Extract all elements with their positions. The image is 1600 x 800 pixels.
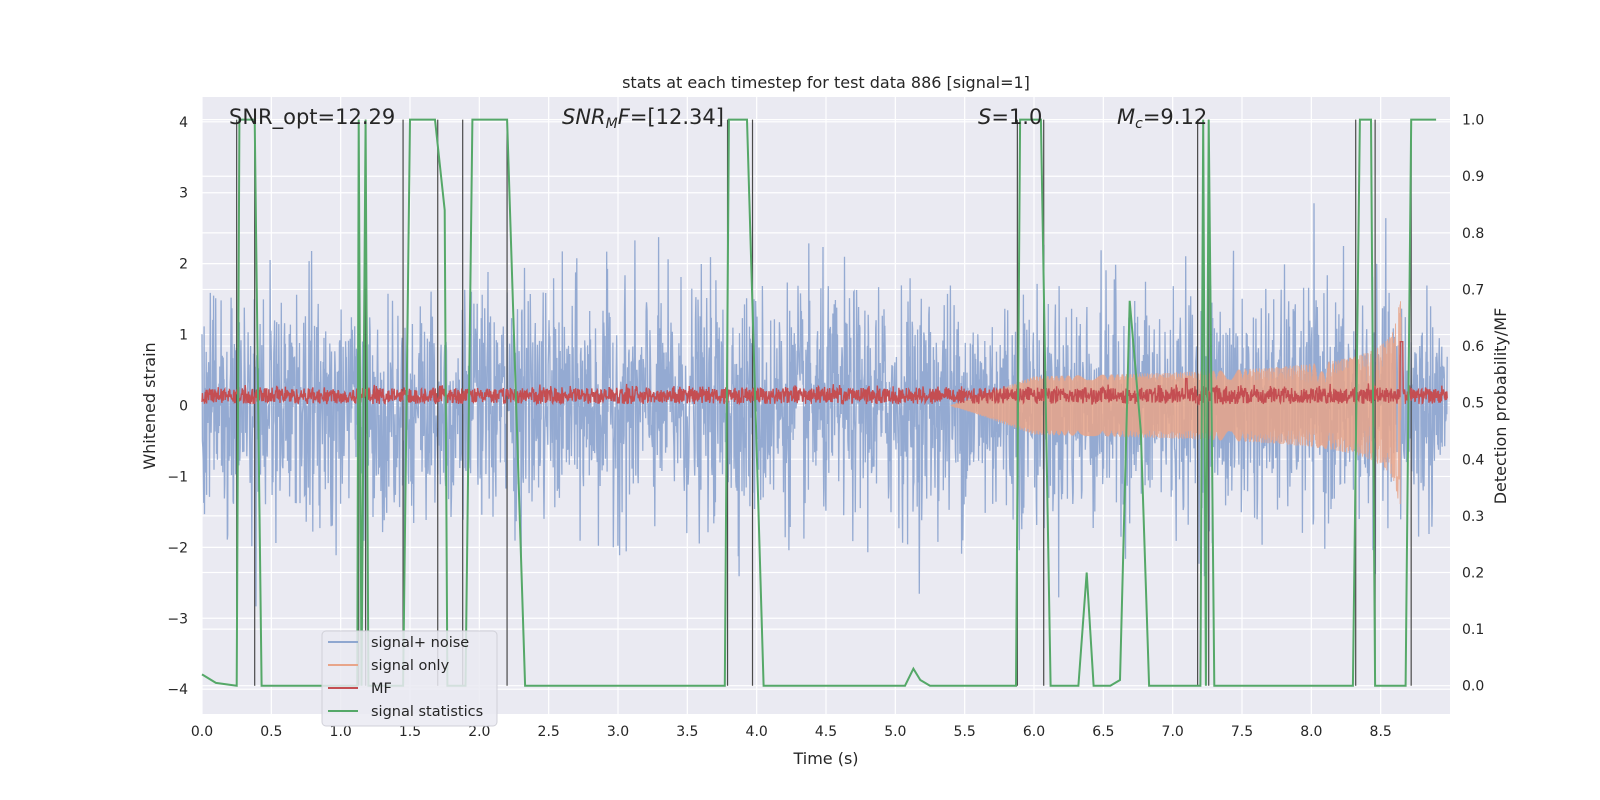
x-tick-label-15: 7.5 xyxy=(1231,724,1253,740)
annotation-mc-main: M xyxy=(1117,105,1135,129)
y2-tick-label-6: 0.4 xyxy=(1462,452,1484,468)
x-tick-label-14: 7.0 xyxy=(1162,724,1184,740)
legend-label-signal-statistics: signal statistics xyxy=(371,704,483,720)
x-tick-label-6: 3.0 xyxy=(607,724,629,740)
y-tick-label-6: −2 xyxy=(167,540,188,556)
y2-tick-label-0: 1.0 xyxy=(1462,113,1484,129)
legend-box xyxy=(321,630,498,727)
x-axis-ticks: 0.0 0.5 1.0 1.5 2.0 2.5 3.0 3.5 4.0 4.5 5.0 5.5 6.0 6… xyxy=(191,724,1392,740)
x-tick-label-9: 4.5 xyxy=(815,724,837,740)
y2-axis-ticks: 1.0 0.9 0.8 0.7 0.6 0.5 0.4 0.3 0.2 0.1 0.0 xyxy=(1462,113,1484,695)
y-tick-label-5: −1 xyxy=(167,469,188,485)
x-tick-label-3: 1.5 xyxy=(399,724,421,740)
series-signal-only xyxy=(950,301,1402,505)
y2-tick-label-10: 0.0 xyxy=(1462,679,1484,695)
annotation-snr-mf-main: SNR xyxy=(562,105,606,129)
y2-tick-label-4: 0.6 xyxy=(1462,339,1484,355)
annotation-s-main: S xyxy=(978,105,991,129)
annotation-snr-mf-tail: F xyxy=(618,105,631,129)
x-tick-label-5: 2.5 xyxy=(538,724,560,740)
y-tick-label-1: 3 xyxy=(179,186,188,202)
x-tick-label-12: 6.0 xyxy=(1023,724,1045,740)
x-tick-label-1: 0.5 xyxy=(260,724,282,740)
y2-tick-label-2: 0.8 xyxy=(1462,226,1484,242)
y-axis-ticks: 4 3 2 1 0 −1 −2 −3 −4 xyxy=(167,115,188,698)
x-tick-label-4: 2.0 xyxy=(468,724,490,740)
x-tick-label-16: 8.0 xyxy=(1300,724,1322,740)
annotation-mc: Mc=9.12 xyxy=(1117,105,1207,132)
x-tick-label-2: 1.0 xyxy=(330,724,352,740)
annotation-s: S=1.0 xyxy=(978,105,1042,129)
chart-title: stats at each timestep for test data 886… xyxy=(622,73,1030,92)
legend: signal+ noise signal only MF signal stat… xyxy=(321,630,498,727)
x-axis-label: Time (s) xyxy=(792,749,858,768)
x-tick-label-8: 4.0 xyxy=(746,724,768,740)
annotation-mc-value: =9.12 xyxy=(1143,105,1207,129)
series-signal-statistics xyxy=(201,118,1437,687)
y2-tick-label-7: 0.3 xyxy=(1462,509,1484,525)
y-tick-label-3: 1 xyxy=(179,328,188,344)
y2-tick-label-8: 0.2 xyxy=(1462,565,1484,581)
plot-area xyxy=(201,118,1448,687)
annotation-mc-sub: c xyxy=(1135,116,1143,132)
legend-label-mf: MF xyxy=(371,681,392,697)
y2-axis-label: Detection probability/MF xyxy=(1491,308,1510,505)
annotation-snr-opt: SNR_opt=12.29 xyxy=(229,105,395,130)
x-tick-label-13: 6.5 xyxy=(1092,724,1114,740)
y2-tick-label-9: 0.1 xyxy=(1462,622,1484,638)
legend-label-signal-noise: signal+ noise xyxy=(371,635,469,651)
annotation-snr-mf: SNRMF=[12.34] xyxy=(562,105,724,132)
y2-tick-label-3: 0.7 xyxy=(1462,282,1484,298)
series-mf xyxy=(201,341,1448,406)
y-tick-label-0: 4 xyxy=(179,115,188,131)
y-tick-label-2: 2 xyxy=(179,257,188,273)
y-tick-label-4: 0 xyxy=(179,399,188,415)
x-tick-label-11: 5.5 xyxy=(954,724,976,740)
grid xyxy=(201,97,1450,714)
y2-tick-label-5: 0.5 xyxy=(1462,396,1484,412)
annotation-snr-mf-value: =[12.34] xyxy=(630,105,724,129)
legend-label-signal-only: signal only xyxy=(371,658,450,674)
y2-tick-label-1: 0.9 xyxy=(1462,169,1484,185)
y-tick-label-8: −4 xyxy=(167,682,188,698)
y-axis-label: Whitened strain xyxy=(140,342,159,469)
x-tick-label-7: 3.5 xyxy=(676,724,698,740)
annotation-s-value: =1.0 xyxy=(991,105,1042,129)
x-tick-label-0: 0.0 xyxy=(191,724,213,740)
annotation-snr-mf-sub: M xyxy=(606,116,618,132)
x-tick-label-10: 5.0 xyxy=(884,724,906,740)
x-tick-label-17: 8.5 xyxy=(1370,724,1392,740)
y-tick-label-7: −3 xyxy=(167,611,188,627)
